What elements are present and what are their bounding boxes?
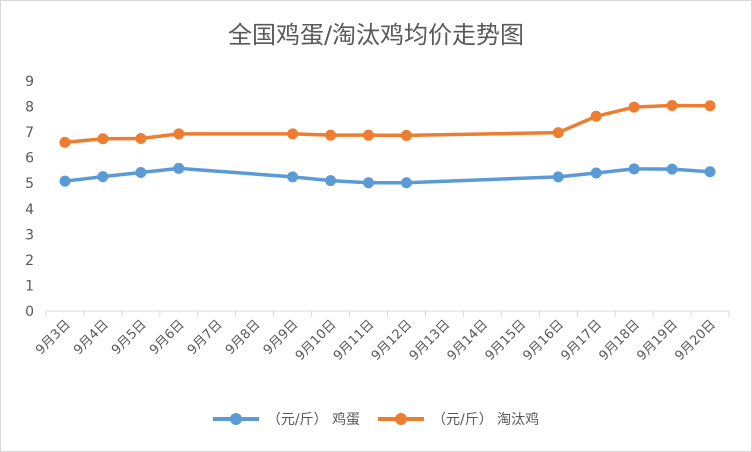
x-tick-label: 9月10日 [293, 317, 340, 364]
y-tick-label: 8 [25, 100, 34, 116]
legend: （元/斤） 鸡蛋 （元/斤） 淘汰鸡 [1, 409, 751, 429]
legend-swatch [378, 413, 424, 425]
data-point [666, 163, 678, 175]
series-line-2 [63, 103, 712, 145]
y-tick-label: 1 [25, 278, 34, 294]
plot-area: 01234567899月3日9月4日9月5日9月6日9月7日9月8日9月9日9月… [25, 74, 730, 364]
x-tick-label: 9月19日 [634, 317, 681, 364]
y-tick-label: 2 [25, 253, 34, 269]
x-tick-label: 9月7日 [185, 317, 226, 358]
data-point [325, 175, 337, 187]
legend-item-2: （元/斤） 淘汰鸡 [378, 409, 539, 429]
chart-title: 全国鸡蛋/淘汰鸡均价走势图 [227, 21, 525, 49]
data-point [704, 100, 716, 112]
data-point [704, 166, 716, 178]
data-point [97, 171, 109, 183]
data-point [552, 171, 564, 183]
data-point [363, 129, 375, 141]
y-tick-label: 7 [25, 125, 34, 141]
data-point [97, 133, 109, 145]
y-tick-label: 0 [25, 304, 34, 320]
data-point [628, 163, 640, 175]
x-tick-label: 9月13日 [407, 317, 454, 364]
data-point [325, 129, 337, 141]
data-point [400, 177, 412, 189]
x-tick-label: 9月11日 [331, 317, 378, 364]
x-tick-label: 9月15日 [483, 317, 530, 364]
data-point [590, 110, 602, 122]
series-line-1 [63, 166, 712, 185]
data-point [135, 166, 147, 178]
x-tick-label: 9月16日 [521, 317, 568, 364]
y-tick-label: 9 [25, 74, 34, 90]
data-point [173, 162, 185, 174]
x-tick-label: 9月6日 [147, 317, 188, 358]
y-tick-label: 3 [25, 227, 34, 243]
x-tick-label: 9月5日 [109, 317, 150, 358]
legend-swatch [212, 413, 259, 425]
x-tick-label: 9月17日 [558, 317, 605, 364]
y-tick-label: 6 [25, 151, 34, 167]
data-point [590, 167, 602, 179]
data-point [59, 136, 71, 148]
data-point [363, 177, 375, 189]
data-point [666, 100, 678, 112]
data-point [400, 129, 412, 141]
x-tick-label: 9月14日 [445, 317, 492, 364]
data-point [628, 101, 640, 113]
x-tick-label: 9月12日 [369, 317, 416, 364]
data-point [135, 133, 147, 144]
x-tick-label: 9月3日 [33, 317, 74, 358]
y-tick-label: 4 [25, 202, 34, 218]
legend-item-1: （元/斤） 鸡蛋 [212, 409, 360, 429]
legend-label: （元/斤） 鸡蛋 [266, 412, 360, 428]
data-point [287, 171, 299, 183]
legend-marker [229, 413, 242, 425]
data-point [59, 175, 71, 187]
legend-label: （元/斤） 淘汰鸡 [432, 412, 540, 428]
y-tick-label: 5 [25, 176, 34, 192]
data-point [173, 128, 185, 140]
data-point [552, 127, 564, 139]
legend-marker [395, 413, 407, 425]
x-tick-label: 9月4日 [71, 317, 112, 358]
x-tick-label: 9月18日 [596, 317, 643, 364]
data-point [287, 128, 299, 140]
x-tick-label: 9月20日 [672, 317, 719, 364]
x-tick-label: 9月8日 [223, 317, 264, 358]
